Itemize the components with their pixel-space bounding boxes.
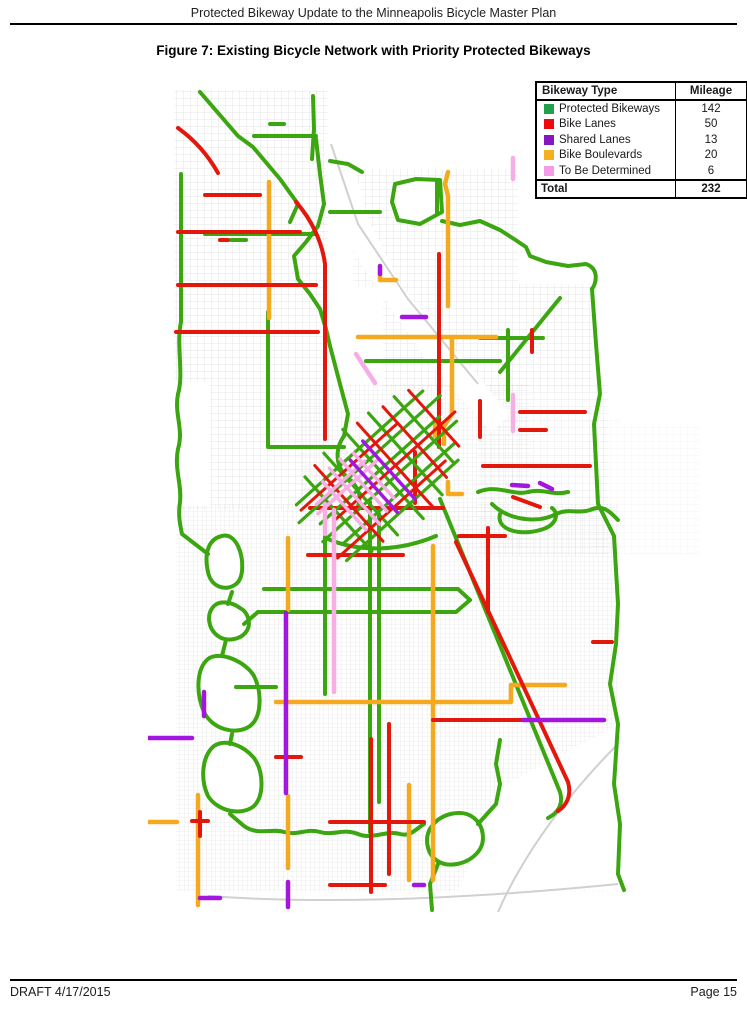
legend-row-shared-lanes: Shared Lanes 13 — [537, 132, 746, 148]
map-canvas — [148, 84, 745, 913]
figure-title: Figure 7: Existing Bicycle Network with … — [156, 43, 591, 58]
legend-label: Bike Lanes — [559, 118, 616, 131]
map-layer-bike-lanes — [174, 126, 614, 894]
map-layer-to-be-determined — [322, 155, 516, 695]
protected-bikeways-swatch — [544, 103, 554, 114]
legend-total-row: Total 232 — [537, 178, 746, 197]
bike-boulevards-swatch — [544, 150, 554, 161]
legend-mileage: 13 — [704, 133, 718, 146]
legend-table: Bikeway Type Mileage Protected Bikeways … — [535, 81, 747, 199]
legend-mileage: 20 — [704, 149, 718, 162]
shared-lanes-swatch — [544, 134, 554, 145]
to-be-determined-swatch — [544, 165, 554, 176]
legend-row-bike-boulevards: Bike Boulevards 20 — [537, 147, 746, 163]
legend-col-type: Bikeway Type — [542, 85, 618, 97]
footer-draft-date: DRAFT 4/17/2015 — [10, 985, 111, 999]
legend-row-to-be-determined: To Be Determined 6 — [537, 163, 746, 179]
header-title: Protected Bikeway Update to the Minneapo… — [190, 6, 557, 20]
legend-label: Bike Boulevards — [559, 149, 643, 162]
water-and-parks-layer — [148, 84, 745, 913]
freeway-layer — [207, 143, 619, 913]
legend-row-protected-bikeways: Protected Bikeways 142 — [537, 101, 746, 117]
downtown-cluster — [294, 388, 461, 563]
map-layer-shared-lanes — [148, 132, 607, 910]
legend-header-row: Bikeway Type Mileage — [537, 83, 746, 101]
footer-page-number: Page 15 — [690, 985, 737, 999]
legend-col-mileage: Mileage — [689, 85, 733, 97]
legend-mileage: 50 — [704, 118, 718, 131]
legend-row-bike-lanes: Bike Lanes 50 — [537, 116, 746, 132]
legend-mileage: 6 — [707, 164, 715, 177]
footer-rule — [10, 979, 737, 981]
legend-label: Shared Lanes — [559, 133, 631, 146]
legend-total-value: 232 — [701, 182, 721, 195]
bicycle-network-map — [148, 84, 745, 913]
legend-mileage: 142 — [701, 102, 721, 115]
header-rule — [10, 23, 737, 25]
legend-label: To Be Determined — [559, 164, 652, 177]
legend-total-label: Total — [541, 182, 568, 195]
bike-lanes-swatch — [544, 119, 554, 130]
legend-label: Protected Bikeways — [559, 102, 660, 115]
map-layer-protected-bikeways — [174, 90, 626, 912]
